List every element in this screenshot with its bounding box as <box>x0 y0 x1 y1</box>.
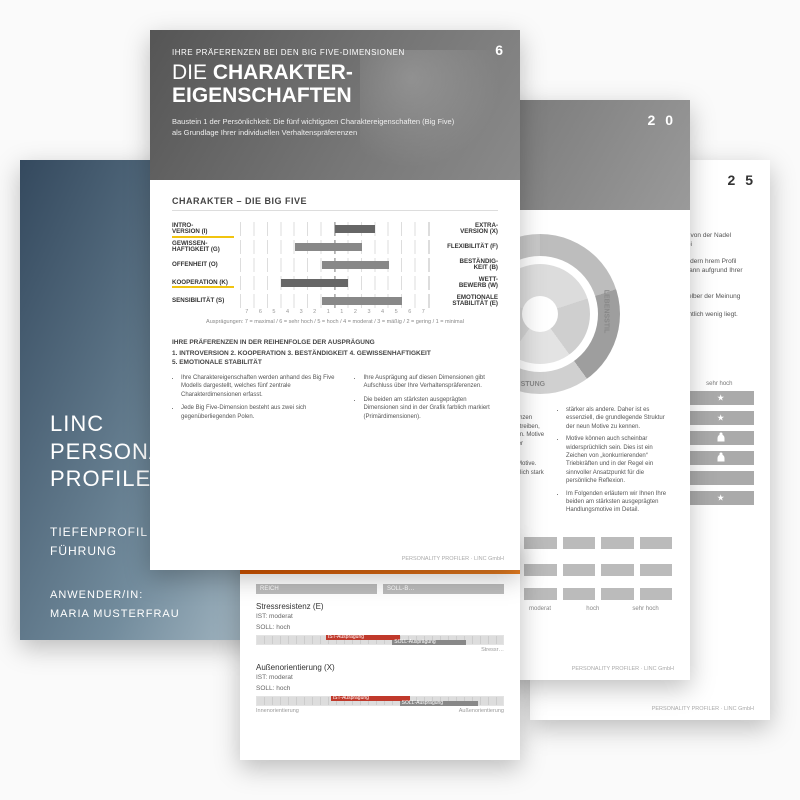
page6-title: DIE CHARAKTER- EIGENSCHAFTEN <box>172 61 498 107</box>
col-left: Ihre Charaktereigenschaften werden anhan… <box>172 374 342 426</box>
page6-body: CHARAKTER – DIE BIG FIVE INTRO- VERSION … <box>150 180 520 440</box>
big5-chart: INTRO- VERSION (I)EXTRA- VERSION (X) GEWI… <box>172 221 498 309</box>
big5-row: INTRO- VERSION (I)EXTRA- VERSION (X) <box>172 221 498 237</box>
page6-header: 6 IHRE PRÄFERENZEN BEI DEN BIG FIVE-DIME… <box>150 30 520 180</box>
prefs-line: 1. INTROVERSION 2. KOOPERATION 3. BESTÄN… <box>172 350 498 357</box>
wheel-label: LEBENSSTIL <box>603 290 610 334</box>
page6-eyeline: IHRE PRÄFERENZEN BEI DEN BIG FIVE-DIMENS… <box>172 48 498 57</box>
scale-block: Stressresistenz (E)IST: moderatSOLL: hoc… <box>256 602 504 653</box>
page6-desc: Baustein 1 der Persönlichkeit: Die fünf … <box>172 117 465 138</box>
footer: PERSONALITY PROFILER · LINC GmbH <box>402 556 504 562</box>
page-number: 6 <box>495 42 506 58</box>
big5-row: GEWISSEN- HAFTIGKEIT (G)FLEXIBILITÄT (F) <box>172 239 498 255</box>
col-right: stärker als andere. Daher ist es essenzi… <box>556 406 672 519</box>
big5-row: KOOPERATION (K)WETT- BEWERB (W) <box>172 275 498 291</box>
cover-title-l1: LINC <box>50 411 104 436</box>
page-6: 6 IHRE PRÄFERENZEN BEI DEN BIG FIVE-DIME… <box>150 30 520 570</box>
footer: PERSONALITY PROFILER · LINC GmbH <box>652 706 754 712</box>
page-number: 2 0 <box>648 112 676 128</box>
page6-columns: Ihre Charaktereigenschaften werden anhan… <box>172 374 498 426</box>
footer: PERSONALITY PROFILER · LINC GmbH <box>572 666 674 672</box>
page-number: 2 5 <box>728 172 756 188</box>
big5-title: CHARAKTER – DIE BIG FIVE <box>172 196 498 211</box>
scale-block: Außenorientierung (X)IST: moderatSOLL: h… <box>256 663 504 714</box>
big5-legend: Ausprägungen: 7 = maximal / 6 = sehr hoc… <box>172 319 498 325</box>
col-right: Ihre Ausprägung auf diesen Dimensionen g… <box>354 374 498 426</box>
big5-row: OFFENHEIT (O)BESTÄNDIG- KEIT (B) <box>172 257 498 273</box>
big5-row: SENSIBILITÄT (S)EMOTIONALE STABILITÄT (E… <box>172 293 498 309</box>
page-scales: Aufgabenbearbeitung und in sozialen … em… <box>240 540 520 760</box>
prefs-title: IHRE PRÄFERENZEN IN DER REIHENFOLGE DER … <box>172 339 498 346</box>
big5-ticks: 76543211234567 <box>240 309 430 315</box>
prefs-sub: 5. EMOTIONALE STABILITÄT <box>172 359 498 366</box>
